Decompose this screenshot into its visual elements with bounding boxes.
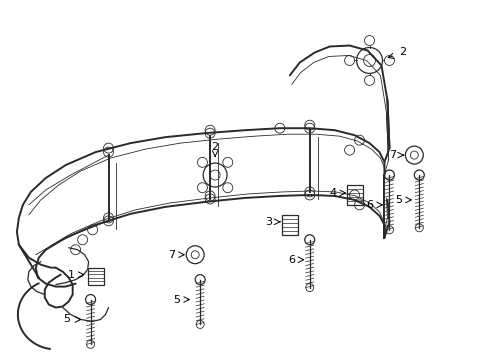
Bar bbox=[281, 215, 297, 235]
Text: 2: 2 bbox=[399, 48, 406, 58]
Text: 3: 3 bbox=[264, 217, 271, 227]
Text: 1: 1 bbox=[67, 270, 75, 280]
Text: 5: 5 bbox=[173, 294, 180, 305]
Text: 7: 7 bbox=[388, 150, 396, 160]
Bar bbox=[346, 185, 362, 205]
Text: 5: 5 bbox=[395, 195, 402, 205]
Bar bbox=[87, 268, 103, 285]
Text: 4: 4 bbox=[329, 188, 336, 198]
Text: 6: 6 bbox=[287, 255, 294, 265]
Text: 6: 6 bbox=[366, 200, 373, 210]
Text: 5: 5 bbox=[63, 314, 71, 324]
Text: 7: 7 bbox=[168, 250, 175, 260]
Text: 2: 2 bbox=[211, 142, 218, 152]
